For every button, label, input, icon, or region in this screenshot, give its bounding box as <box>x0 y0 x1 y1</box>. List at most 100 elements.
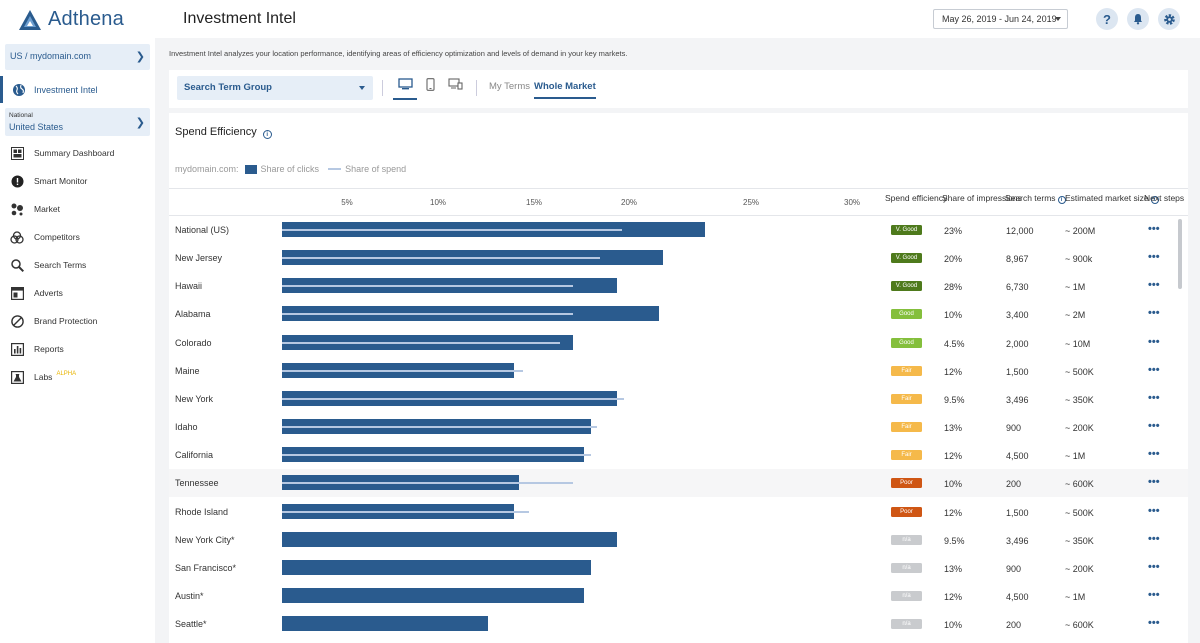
market-size-value: ~ 1M <box>1065 282 1086 293</box>
share-of-spend-bar[interactable] <box>282 510 529 513</box>
search-terms-value: 200 <box>1006 620 1022 631</box>
desktop-icon <box>397 78 413 90</box>
table-row[interactable]: National (US) V. Good 23% 12,000 ~ 200M ••• <box>169 216 1188 244</box>
more-actions-icon[interactable]: ••• <box>1148 504 1160 517</box>
table-row[interactable]: Colorado Good 4.5% 2,000 ~ 10M ••• <box>169 329 1188 357</box>
scrollbar[interactable] <box>1178 219 1182 289</box>
sidebar-item-investment-intel[interactable]: Investment Intel <box>0 76 155 103</box>
app-logo[interactable]: Adthena <box>18 8 124 31</box>
sidebar-item-labs[interactable]: Labs ALPHA <box>10 367 76 387</box>
tab-my-terms[interactable]: My Terms <box>489 81 530 92</box>
adthena-logo-icon <box>19 9 41 30</box>
more-actions-icon[interactable]: ••• <box>1148 617 1160 630</box>
sidebar-item-competitors[interactable]: Competitors <box>10 227 80 247</box>
table-row[interactable]: Alabama Good 10% 3,400 ~ 2M ••• <box>169 300 1188 328</box>
search-terms-value: 3,496 <box>1006 394 1029 405</box>
table-row[interactable]: New York City* n/a 9.5% 3,496 ~ 350K ••• <box>169 526 1188 554</box>
share-of-spend-bar[interactable] <box>282 482 573 485</box>
settings-button[interactable] <box>1158 8 1180 30</box>
more-actions-icon[interactable]: ••• <box>1148 279 1160 292</box>
more-actions-icon[interactable]: ••• <box>1148 223 1160 235</box>
row-label: Seattle* <box>175 619 207 630</box>
sidebar-item-label: Brand Protection <box>34 316 98 326</box>
device-other-button[interactable] <box>443 78 467 100</box>
share-of-spend-bar[interactable] <box>282 313 573 316</box>
device-mobile-button[interactable] <box>418 78 442 100</box>
info-icon[interactable]: i <box>262 130 272 139</box>
share-of-clicks-bar[interactable] <box>282 587 584 603</box>
search-terms-value: 1,500 <box>1006 507 1029 518</box>
sidebar-item-market[interactable]: Market <box>10 199 60 219</box>
table-row[interactable]: Seattle* n/a 10% 200 ~ 600K ••• <box>169 610 1188 638</box>
share-of-spend-bar[interactable] <box>282 426 597 429</box>
sidebar-item-smart-monitor[interactable]: Smart Monitor <box>10 171 87 191</box>
legend-domain: mydomain.com: <box>175 164 239 174</box>
panel-title: Spend Efficiency i <box>175 126 272 139</box>
table-row[interactable]: Hawaii V. Good 28% 6,730 ~ 1M ••• <box>169 272 1188 300</box>
share-of-spend-bar[interactable] <box>282 341 560 344</box>
share-of-clicks-bar[interactable] <box>282 616 489 632</box>
info-icon[interactable]: i <box>1150 196 1159 204</box>
notifications-button[interactable] <box>1127 8 1149 30</box>
share-of-spend-bar[interactable] <box>282 229 623 231</box>
search-terms-value: 8,967 <box>1006 254 1029 265</box>
more-actions-icon[interactable]: ••• <box>1148 251 1160 264</box>
search-term-group-select[interactable]: Search Term Group <box>177 76 373 100</box>
tab-whole-market[interactable]: Whole Market <box>534 81 596 99</box>
table-row[interactable]: New Jersey V. Good 20% 8,967 ~ 900k ••• <box>169 244 1188 272</box>
multi-device-icon <box>447 78 463 90</box>
search-icon <box>10 258 24 272</box>
sidebar-item-summary-dashboard[interactable]: Summary Dashboard <box>10 143 114 163</box>
col-share-of-impressions: Share of impressions <box>942 193 1022 203</box>
search-terms-value: 2,000 <box>1006 338 1029 349</box>
help-button[interactable]: ? <box>1096 8 1118 30</box>
table-row[interactable]: New York Fair 9.5% 3,496 ~ 350K ••• <box>169 385 1188 413</box>
info-icon[interactable]: i <box>1057 196 1066 204</box>
row-label: California <box>175 450 214 461</box>
impressions-value: 12% <box>944 507 963 518</box>
more-actions-icon[interactable]: ••• <box>1148 363 1160 376</box>
sidebar-item-reports[interactable]: Reports <box>10 339 64 359</box>
table-row[interactable]: Rhode Island Poor 12% 1,500 ~ 500K ••• <box>169 498 1188 526</box>
share-of-spend-bar[interactable] <box>282 257 601 260</box>
table-row[interactable]: Austin* n/a 12% 4,500 ~ 1M ••• <box>169 582 1188 610</box>
more-actions-icon[interactable]: ••• <box>1148 476 1160 489</box>
sidebar-item-search-terms[interactable]: Search Terms <box>10 255 86 275</box>
more-actions-icon[interactable]: ••• <box>1148 532 1160 545</box>
more-actions-icon[interactable]: ••• <box>1148 391 1160 404</box>
market-size-value: ~ 500K <box>1065 366 1094 377</box>
more-actions-icon[interactable]: ••• <box>1148 560 1160 573</box>
region-label: United States <box>9 122 64 132</box>
device-desktop-button[interactable] <box>393 78 417 100</box>
share-of-spend-bar[interactable] <box>282 285 573 288</box>
table-row[interactable]: California Fair 12% 4,500 ~ 1M ••• <box>169 441 1188 469</box>
x-tick-label: 15% <box>525 198 543 207</box>
more-actions-icon[interactable]: ••• <box>1148 588 1160 601</box>
chevron-right-icon: ❯ <box>135 117 145 129</box>
region-selector[interactable]: National United States ❯ <box>5 108 150 136</box>
impressions-value: 9.5% <box>944 535 965 546</box>
table-row[interactable]: Maine Fair 12% 1,500 ~ 500K ••• <box>169 357 1188 385</box>
share-of-clicks-bar[interactable] <box>282 531 617 547</box>
top-bar: Adthena Investment Intel May 26, 2019 - … <box>0 0 1200 38</box>
share-of-spend-bar[interactable] <box>282 397 625 400</box>
more-actions-icon[interactable]: ••• <box>1148 307 1160 320</box>
more-actions-icon[interactable]: ••• <box>1148 420 1160 433</box>
table-row[interactable]: Idaho Fair 13% 900 ~ 200K ••• <box>169 413 1188 441</box>
sidebar-item-brand-protection[interactable]: Brand Protection <box>10 311 97 331</box>
table-row[interactable]: San Francisco* n/a 13% 900 ~ 200K ••• <box>169 554 1188 582</box>
impressions-value: 10% <box>944 310 963 321</box>
market-size-value: ~ 200M <box>1065 226 1096 236</box>
share-of-spend-bar[interactable] <box>282 369 524 372</box>
share-of-clicks-bar[interactable] <box>282 559 592 575</box>
share-of-spend-bar[interactable] <box>282 454 592 457</box>
more-actions-icon[interactable]: ••• <box>1148 335 1160 348</box>
search-terms-value: 900 <box>1006 423 1022 434</box>
date-range-select[interactable]: May 26, 2019 - Jun 24, 2019 <box>933 9 1068 29</box>
row-label: Rhode Island <box>175 506 229 517</box>
table-row[interactable]: Tennessee Poor 10% 200 ~ 600K ••• <box>169 469 1188 498</box>
more-actions-icon[interactable]: ••• <box>1148 448 1160 461</box>
sidebar-item-adverts[interactable]: Adverts <box>10 283 63 303</box>
reports-icon <box>10 342 24 356</box>
domain-selector[interactable]: US / mydomain.com ❯ <box>5 44 150 70</box>
